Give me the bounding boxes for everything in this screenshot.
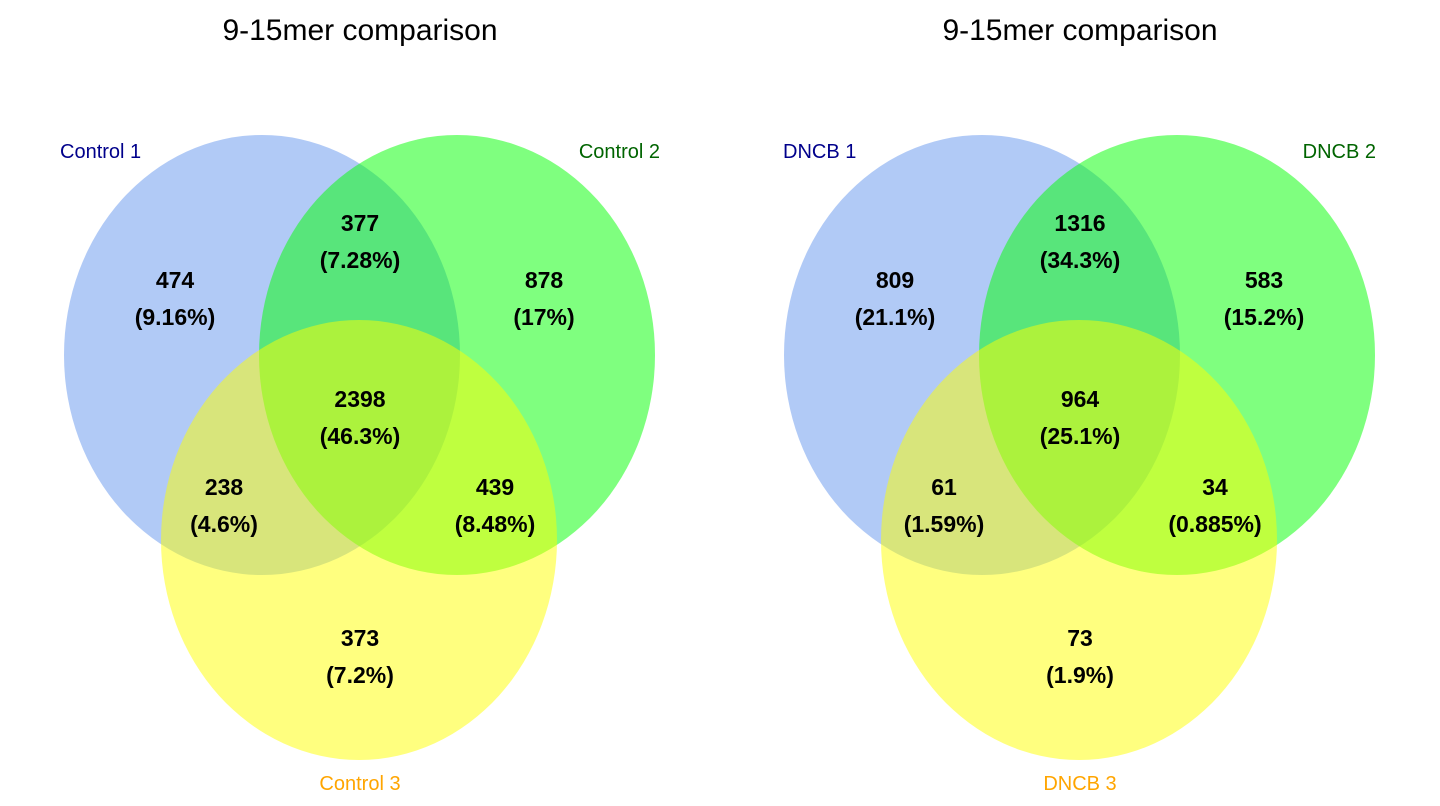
region-2-and-3-percent: (0.885%) (1168, 511, 1261, 537)
region-only-2-percent: (15.2%) (1224, 304, 1305, 330)
region-only-3-percent: (7.2%) (326, 662, 394, 688)
set-3-ellipse (881, 320, 1277, 760)
region-only-2-percent: (17%) (513, 304, 574, 330)
set-1-label: Control 1 (60, 141, 141, 163)
region-1-and-3-count: 238 (205, 474, 244, 500)
set-3-label: DNCB 3 (1043, 773, 1116, 795)
region-1-and-2-percent: (34.3%) (1040, 247, 1121, 273)
diagram-title: 9-15mer comparison (222, 14, 497, 47)
set-3-ellipse (161, 320, 557, 760)
set-2-label: DNCB 2 (1303, 141, 1376, 163)
region-1-and-3-percent: (1.59%) (904, 511, 985, 537)
region-1-2-3-percent: (46.3%) (320, 423, 401, 449)
set-3-label: Control 3 (319, 773, 400, 795)
region-1-2-3-percent: (25.1%) (1040, 423, 1121, 449)
region-1-and-2-count: 377 (341, 210, 379, 236)
region-only-1-percent: (9.16%) (135, 304, 216, 330)
region-only-1-percent: (21.1%) (855, 304, 936, 330)
region-1-and-3-count: 61 (931, 474, 957, 500)
region-only-3-count: 373 (341, 625, 379, 651)
diagram-title: 9-15mer comparison (942, 14, 1217, 47)
set-2-label: Control 2 (579, 141, 660, 163)
region-only-2-count: 583 (1245, 267, 1283, 293)
region-only-3-percent: (1.9%) (1046, 662, 1114, 688)
venn-diagram-dncb: 9-15mer comparison DNCB 1 DNCB 2 DNCB 3 … (783, 14, 1376, 795)
region-1-2-3-count: 2398 (334, 386, 385, 412)
region-1-and-2-count: 1316 (1054, 210, 1105, 236)
region-only-2-count: 878 (525, 267, 564, 293)
region-1-2-3-count: 964 (1061, 386, 1100, 412)
region-1-and-3-percent: (4.6%) (190, 511, 258, 537)
region-only-1-count: 809 (876, 267, 914, 293)
region-2-and-3-count: 439 (476, 474, 514, 500)
venn-diagram-control: 9-15mer comparison Control 1 Control 2 C… (60, 14, 660, 795)
region-2-and-3-percent: (8.48%) (455, 511, 536, 537)
region-1-and-2-percent: (7.28%) (320, 247, 401, 273)
region-2-and-3-count: 34 (1202, 474, 1228, 500)
region-only-3-count: 73 (1067, 625, 1093, 651)
set-1-label: DNCB 1 (783, 141, 856, 163)
region-only-1-count: 474 (156, 267, 195, 293)
